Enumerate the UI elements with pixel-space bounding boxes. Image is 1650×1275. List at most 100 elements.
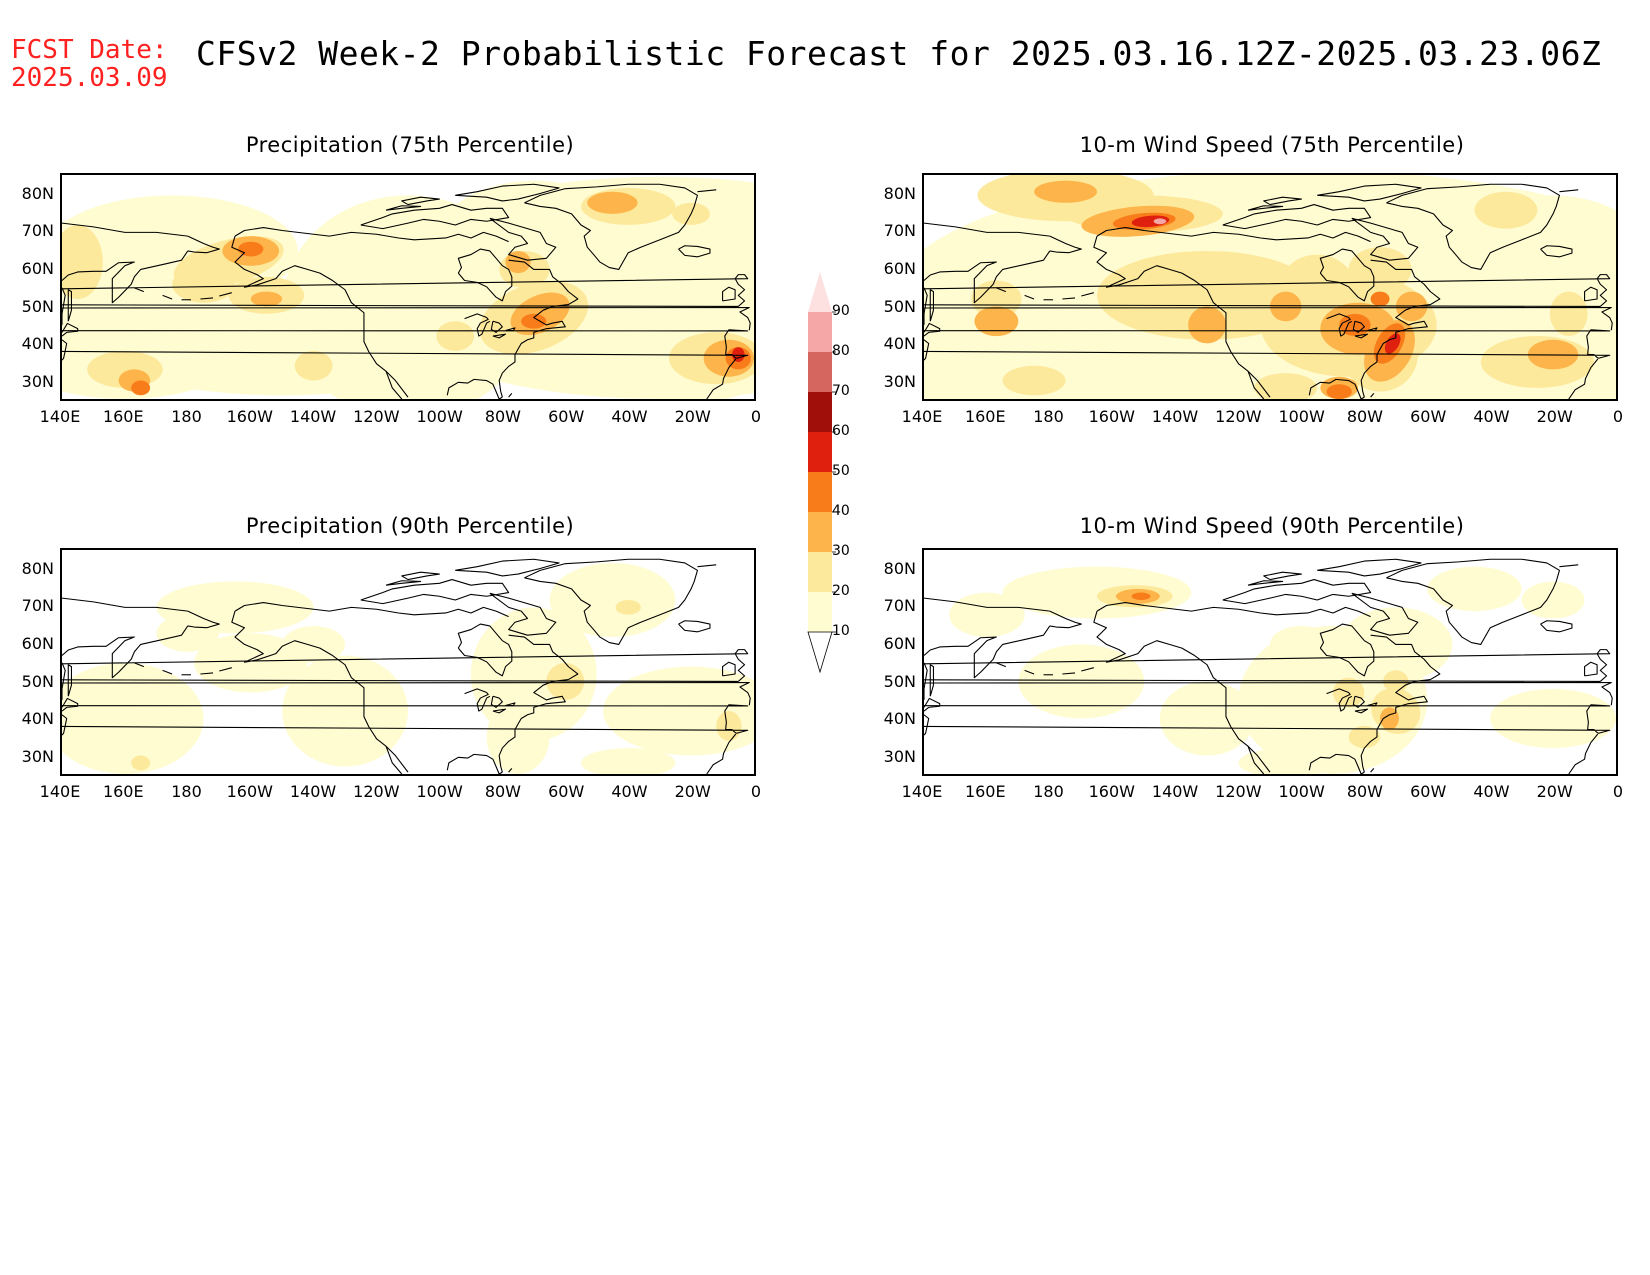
- shaded-region: [1348, 247, 1412, 292]
- coastline: [62, 306, 751, 331]
- coastline: [1024, 294, 1035, 300]
- coastline: [490, 695, 503, 708]
- coastline: [134, 662, 145, 668]
- lat-tick-label: 60N: [883, 259, 916, 279]
- coastline: [62, 287, 66, 325]
- coastline: [67, 289, 72, 322]
- coastline: [924, 306, 1613, 331]
- legend-label: 80: [832, 343, 850, 359]
- lon-tick-label: 20W: [1536, 407, 1573, 426]
- coastline: [524, 558, 698, 645]
- shaded-region: [1549, 291, 1588, 337]
- forecast-date-block: FCST Date: 2025.03.09: [11, 36, 168, 92]
- lat-tick-label: 40N: [21, 709, 54, 729]
- lon-tick-label: 180: [171, 407, 202, 426]
- shaded-region: [436, 321, 475, 351]
- coastline: [489, 592, 557, 636]
- coastline: [706, 733, 737, 774]
- shaded-region: [1427, 566, 1522, 612]
- coastlines: [62, 183, 751, 399]
- coastline: [219, 292, 232, 297]
- lat-tick-label: 40N: [883, 709, 916, 729]
- shaded-region: [949, 592, 1025, 638]
- lat-tick-label: 70N: [21, 596, 54, 616]
- shaded-region: [194, 633, 308, 693]
- shaded-region: [62, 225, 103, 300]
- lon-tick-label: 160W: [226, 407, 273, 426]
- coastline: [929, 664, 934, 697]
- lat-tick-label: 70N: [21, 221, 54, 241]
- shaded-region: [615, 600, 641, 615]
- coastline: [1354, 333, 1369, 339]
- coastline: [360, 204, 510, 230]
- lon-tick-label: 100W: [1278, 782, 1325, 801]
- coastline: [722, 286, 736, 302]
- shaded-region: [1034, 180, 1097, 203]
- lat-tick-label: 80N: [883, 558, 916, 578]
- shaded-region: [131, 755, 151, 771]
- coastline: [1319, 248, 1375, 302]
- coastline: [62, 222, 188, 237]
- shaded-region: [1270, 625, 1333, 663]
- coastline: [1351, 592, 1419, 636]
- coastline: [1096, 227, 1371, 243]
- lon-tick-label: 40W: [1473, 407, 1510, 426]
- coastline: [200, 297, 214, 300]
- coastline: [1326, 313, 1353, 337]
- lon-tick-label: 140W: [289, 782, 337, 801]
- coastline: [62, 322, 79, 337]
- lon-tick-label: 100W: [416, 407, 463, 426]
- coastline: [62, 681, 751, 706]
- coastline: [722, 661, 736, 677]
- lon-tick-label: 20W: [674, 407, 711, 426]
- lat-tick-label: 30N: [21, 372, 54, 392]
- legend-label: 50: [832, 463, 850, 479]
- shaded-region: [1270, 291, 1302, 322]
- shaded-region: [1153, 218, 1167, 225]
- coastline: [1568, 358, 1599, 399]
- lon-tick-label: 140E: [39, 782, 81, 801]
- lon-tick-label: 160E: [102, 782, 144, 801]
- lon-tick-label: 140W: [1151, 407, 1199, 426]
- lon-tick-label: 160W: [1088, 407, 1135, 426]
- coastline: [1540, 245, 1573, 258]
- coastline: [508, 768, 513, 773]
- shaded-region: [521, 313, 547, 329]
- panel-title-wind-75: 10-m Wind Speed (75th Percentile): [1079, 133, 1465, 157]
- probability-shading: [949, 566, 1616, 774]
- shaded-region: [716, 711, 742, 741]
- lon-tick-label: 80W: [484, 782, 521, 801]
- coastline: [187, 610, 220, 629]
- coastline: [924, 250, 1051, 304]
- coastline: [62, 662, 66, 700]
- lon-tick-label: 160E: [964, 782, 1006, 801]
- coastline: [455, 183, 560, 202]
- coastline: [1093, 610, 1271, 773]
- probability-shading: [62, 176, 754, 399]
- shaded-region: [1131, 592, 1151, 601]
- coastline: [924, 681, 1613, 706]
- lon-tick-label: 100W: [416, 782, 463, 801]
- lon-tick-label: 120W: [353, 407, 400, 426]
- coastline: [1263, 196, 1302, 206]
- coastline: [924, 649, 1611, 682]
- coastline: [62, 649, 749, 682]
- shaded-region: [172, 265, 235, 303]
- coastline: [924, 287, 928, 325]
- coastline: [1354, 708, 1369, 714]
- legend-label: 70: [832, 383, 850, 399]
- shaded-region: [581, 748, 676, 774]
- lon-tick-label: 160E: [964, 407, 1006, 426]
- map-panel-precip-75: [60, 173, 756, 401]
- coastline: [492, 333, 507, 339]
- shaded-region: [587, 191, 638, 214]
- shaded-region: [294, 350, 333, 381]
- legend-swatch: [808, 312, 832, 352]
- shaded-region: [1159, 681, 1255, 756]
- legend-swatch: [808, 592, 832, 632]
- shaded-region: [1490, 688, 1616, 749]
- shaded-region: [1018, 644, 1145, 719]
- coastline: [1081, 292, 1094, 297]
- lon-tick-label: 140W: [1151, 782, 1199, 801]
- lat-tick-label: 30N: [21, 747, 54, 767]
